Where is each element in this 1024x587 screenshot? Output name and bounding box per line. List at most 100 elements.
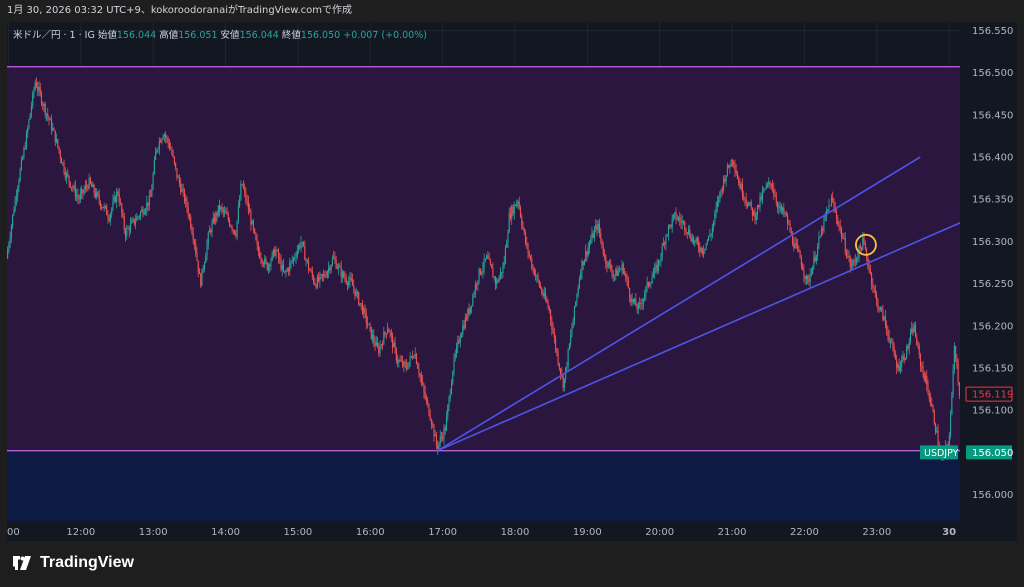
candle-body — [201, 268, 203, 286]
candle-body — [133, 218, 135, 224]
candle-body — [177, 177, 179, 178]
candle-body — [170, 148, 172, 150]
candle-body — [916, 336, 918, 346]
candle-body — [432, 424, 434, 426]
candle-body — [311, 270, 313, 277]
candle-body — [524, 232, 527, 244]
candle-body — [213, 217, 216, 223]
candle-body — [461, 334, 463, 338]
candle-body — [932, 405, 934, 411]
candle-body — [387, 328, 389, 334]
candle-body — [879, 307, 881, 310]
candle-body — [14, 199, 16, 211]
candle-body — [459, 337, 461, 343]
candle-body — [433, 424, 435, 437]
candle-body — [111, 208, 113, 214]
candle-body — [629, 288, 631, 297]
candle-body — [874, 288, 876, 295]
candle-body — [881, 307, 883, 310]
candle-body — [388, 328, 390, 332]
symbol-price-label: 156.050 — [972, 448, 1013, 459]
candle-body — [345, 278, 347, 283]
candle-body — [206, 243, 208, 256]
candle-body — [783, 207, 785, 214]
candle-body — [368, 323, 370, 325]
candle-body — [25, 132, 27, 149]
candle-body — [775, 196, 777, 203]
candle-body — [134, 220, 137, 224]
candle-body — [952, 369, 954, 394]
close-label: 終値 — [281, 30, 301, 41]
candle-body — [172, 154, 174, 157]
candle-body — [192, 233, 194, 241]
candle-body — [713, 221, 715, 228]
candle-body — [632, 298, 634, 302]
candle-body — [325, 276, 327, 278]
candle-body — [921, 365, 923, 367]
candle-body — [610, 264, 612, 271]
candle-body — [74, 186, 76, 197]
candle-body — [719, 191, 721, 201]
candle-body — [583, 259, 585, 266]
candle-body — [913, 325, 915, 333]
price-tick-label: 156.450 — [972, 110, 1013, 121]
tradingview-logo[interactable]: TradingView — [10, 554, 134, 572]
candle-body — [571, 328, 573, 335]
price-tick-label: 156.550 — [972, 26, 1013, 37]
candle-body — [202, 268, 204, 270]
candle-body — [240, 184, 242, 200]
candle-body — [373, 334, 375, 343]
candle-body — [740, 184, 742, 189]
candle-body — [543, 292, 545, 296]
candle-body — [567, 349, 569, 367]
candle-body — [720, 189, 722, 192]
candle-body — [545, 292, 547, 300]
candle-body — [463, 325, 465, 329]
candle-body — [914, 325, 917, 337]
candle-body — [681, 221, 683, 224]
candle-body — [437, 445, 439, 449]
candle-body — [751, 207, 754, 216]
candle-body — [804, 275, 806, 280]
candle-body — [723, 178, 725, 190]
candle-body — [552, 328, 554, 333]
candle-body — [478, 268, 480, 281]
candle-body — [434, 434, 436, 437]
candle-body — [542, 293, 544, 296]
candle-body — [696, 238, 698, 243]
candle-body — [414, 353, 416, 358]
candle-body — [595, 225, 597, 230]
tradingview-logo-icon — [13, 556, 31, 570]
candle-body — [96, 192, 98, 197]
candle-body — [226, 213, 228, 215]
candle-body — [798, 248, 800, 252]
candle-body — [18, 180, 20, 189]
candle-body — [687, 229, 690, 234]
candle-body — [575, 302, 577, 307]
candle-body — [261, 259, 263, 264]
candle-body — [486, 255, 488, 260]
candle-body — [958, 382, 960, 397]
candle-body — [586, 251, 588, 256]
candle-body — [882, 309, 884, 320]
candle-body — [891, 341, 893, 343]
candle-body — [671, 218, 673, 228]
brand-name: TradingView — [40, 554, 134, 571]
candle-body — [756, 204, 759, 215]
candle-body — [234, 230, 236, 235]
candle-body — [502, 266, 504, 274]
candle-body — [127, 228, 129, 229]
candle-body — [355, 291, 357, 296]
chart-panel[interactable]: 156.550 156.500 156.450 156.400 156.350 156.3… — [7, 22, 1017, 541]
candle-body — [84, 185, 86, 190]
candle-body — [113, 196, 115, 202]
candle-body — [483, 258, 485, 269]
candle-body — [444, 427, 446, 431]
candle-body — [922, 366, 924, 373]
price-chart[interactable]: 156.550 156.500 156.450 156.400 156.350 156.3… — [7, 22, 1017, 541]
candle-body — [641, 303, 643, 305]
candle-body — [40, 92, 43, 104]
candle-body — [315, 284, 317, 288]
candle-body — [631, 298, 633, 303]
candle-body — [725, 175, 727, 182]
